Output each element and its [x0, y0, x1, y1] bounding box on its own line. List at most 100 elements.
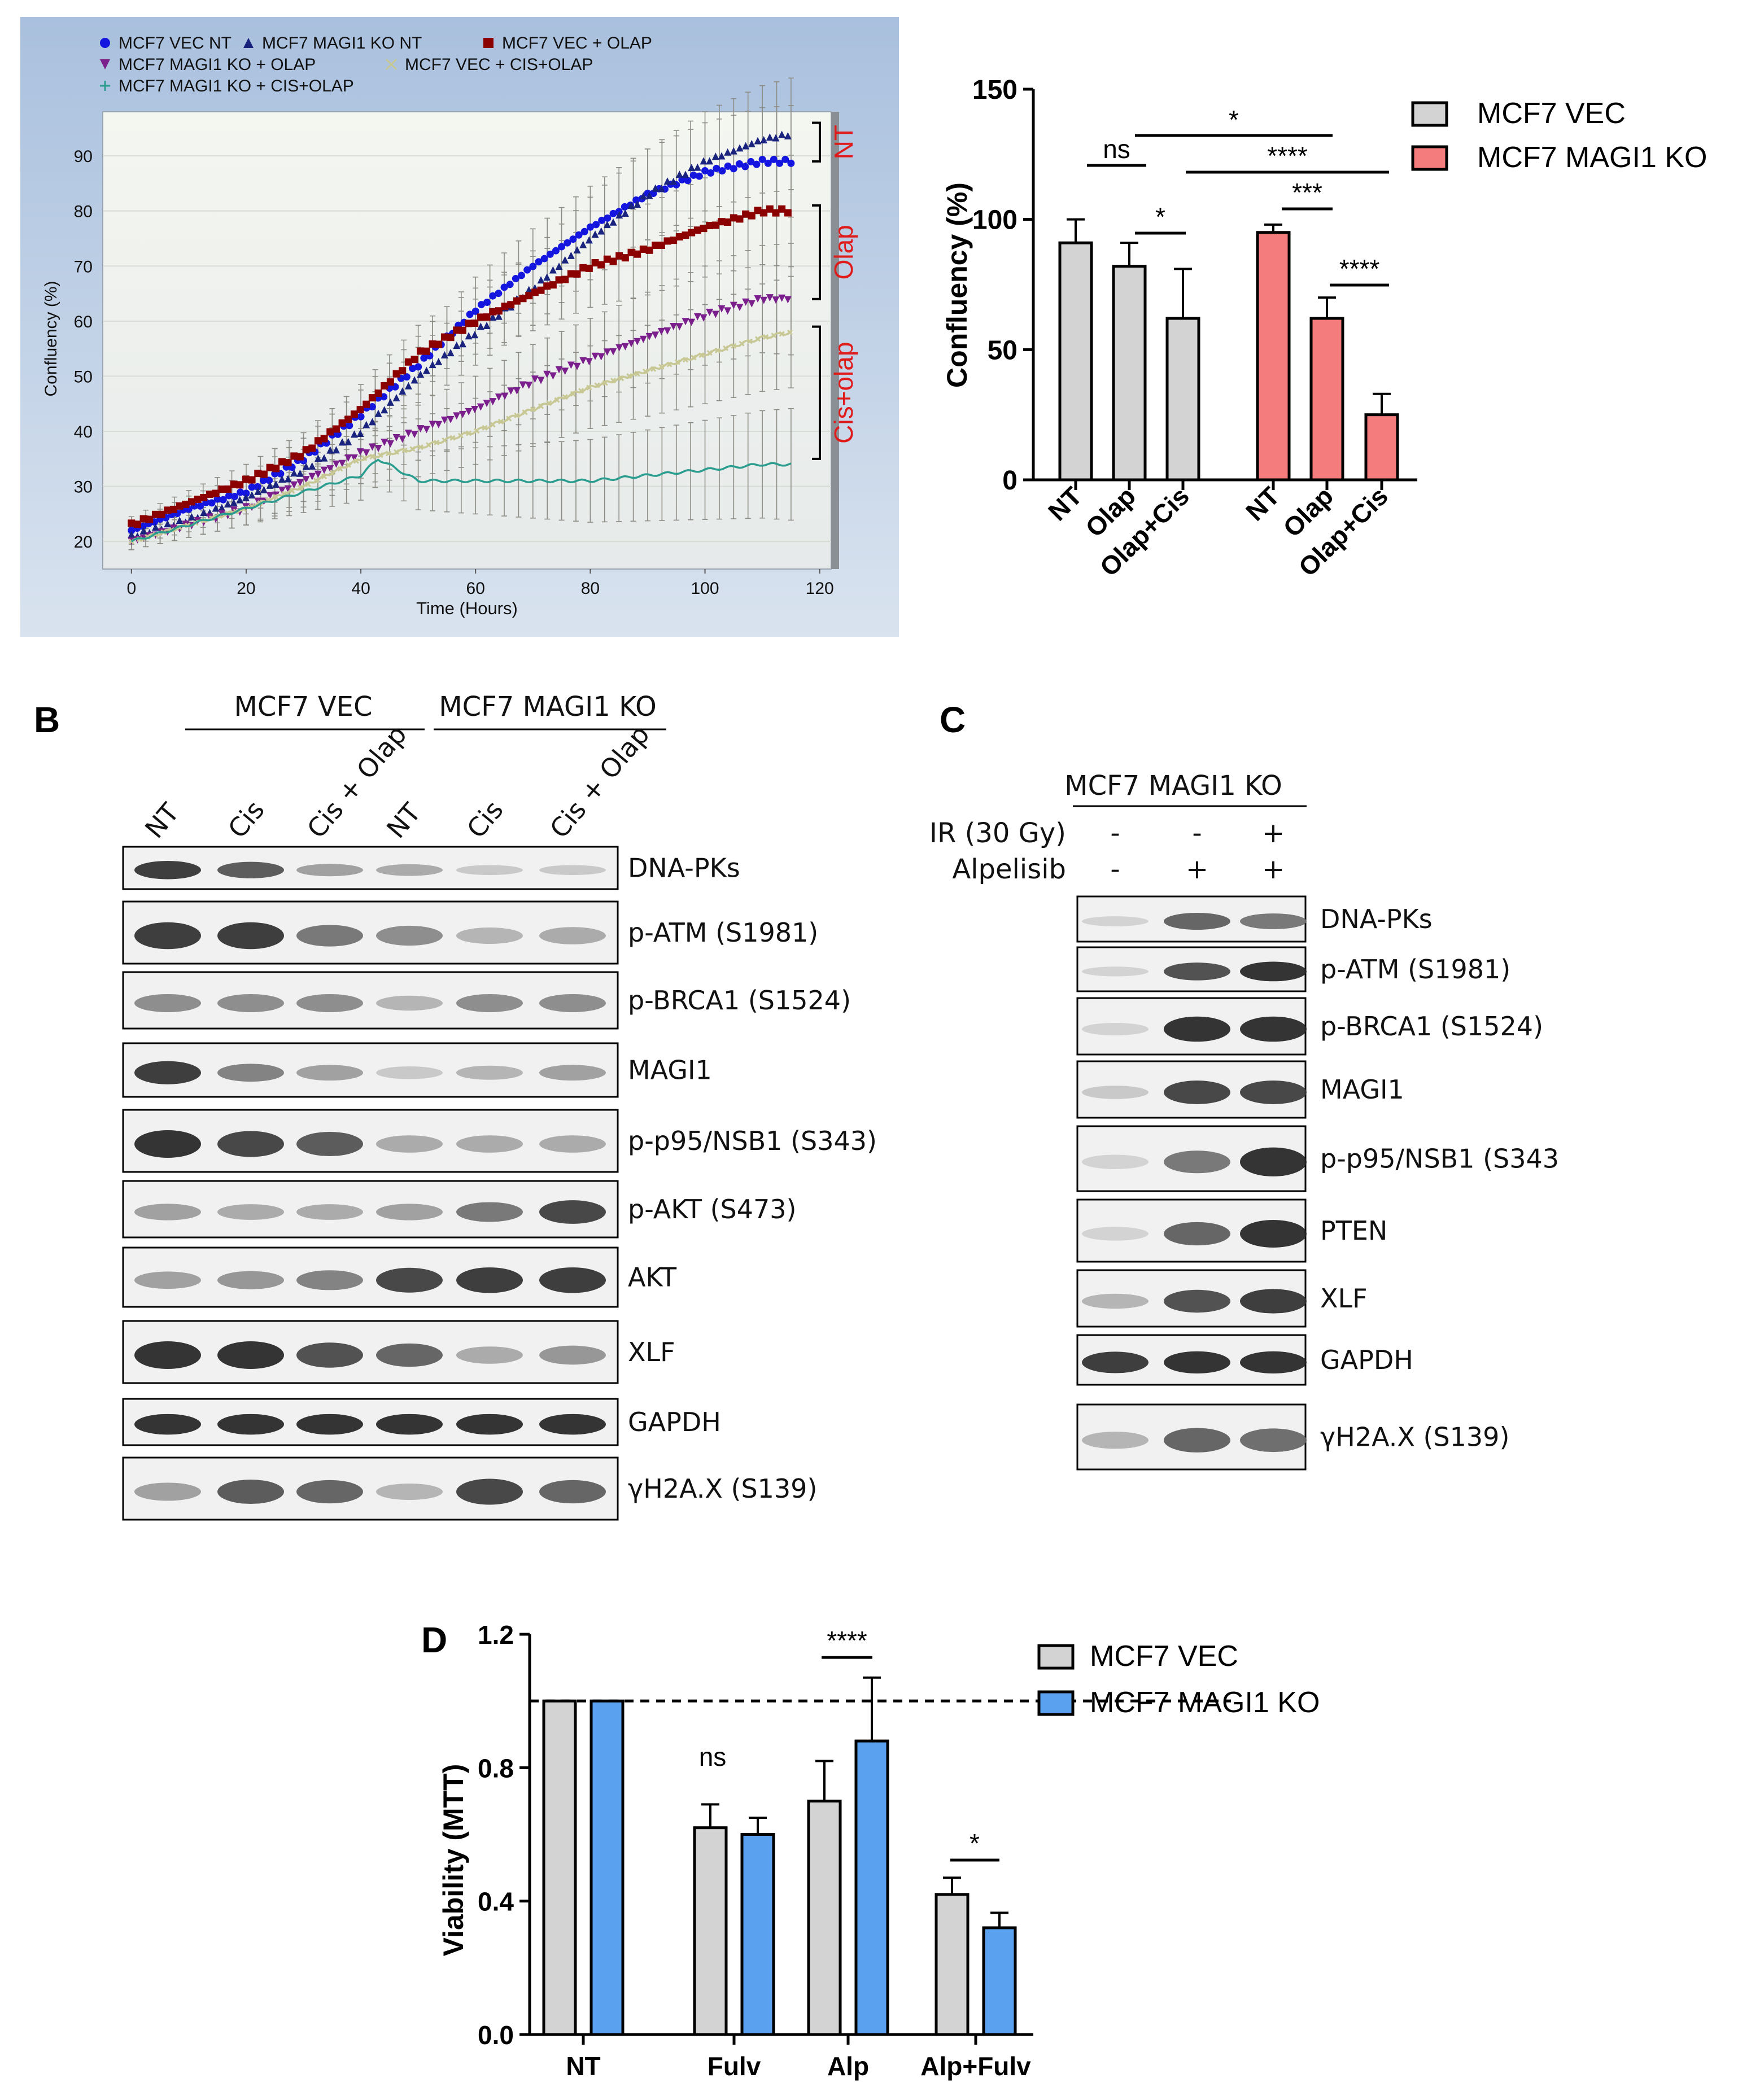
- blot-row: XLF: [122, 1320, 675, 1384]
- data-point: [615, 208, 623, 216]
- data-point: [482, 425, 488, 431]
- data-point: [290, 469, 298, 477]
- blot-band: [1164, 912, 1230, 930]
- blot-row-label: PTEN: [1320, 1215, 1387, 1246]
- data-point: [278, 487, 286, 495]
- blot-band: [456, 1202, 523, 1222]
- blot-band: [1082, 1154, 1149, 1170]
- x-tick-label: Alp+Fulv: [920, 2051, 1031, 2081]
- legend-label: MCF7 VEC: [1090, 1640, 1238, 1673]
- data-point: [231, 493, 239, 501]
- data-point: [368, 418, 376, 426]
- x-tick-label: 120: [806, 579, 834, 598]
- blot-band: [1082, 1022, 1149, 1036]
- data-point: [326, 465, 334, 473]
- data-point: [344, 415, 352, 423]
- data-point: [513, 297, 521, 305]
- y-tick-label: 50: [988, 335, 1018, 365]
- data-point: [381, 382, 388, 390]
- blot-row: PTEN: [1076, 1198, 1387, 1263]
- data-point: [208, 499, 216, 507]
- data-point: [128, 527, 136, 535]
- data-point: [700, 314, 708, 322]
- data-point: [332, 425, 340, 433]
- blot-row: p-AKT (S473): [122, 1180, 796, 1239]
- data-point: [495, 393, 503, 401]
- data-point: [458, 340, 466, 348]
- y-tick-label: 150: [972, 75, 1018, 105]
- blot-band: [296, 1132, 363, 1156]
- data-point: [386, 378, 394, 386]
- bar: [589, 1699, 625, 2036]
- data-point: [711, 310, 719, 318]
- blot-band: [296, 1480, 363, 1504]
- data-point: [338, 460, 346, 467]
- data-point: [225, 492, 233, 500]
- data-point: [273, 494, 279, 500]
- data-point: [218, 504, 226, 511]
- data-point: [543, 273, 551, 281]
- blot-row: DNA-PKs: [122, 846, 740, 890]
- x-tick-label: NT: [1042, 481, 1088, 526]
- data-point: [663, 327, 671, 335]
- data-point: [742, 142, 750, 150]
- panel-b-letter: B: [34, 699, 60, 740]
- data-point: [758, 155, 766, 163]
- data-point: [213, 495, 221, 503]
- data-point: [176, 502, 184, 510]
- data-point: [706, 308, 714, 316]
- data-point: [591, 352, 599, 360]
- data-point: [219, 496, 227, 504]
- blot-row-label: AKT: [628, 1262, 677, 1293]
- data-point: [278, 458, 286, 466]
- data-point: [302, 476, 310, 484]
- data-point: [471, 307, 479, 315]
- data-point: [711, 152, 719, 160]
- legend-swatch: [1037, 1690, 1075, 1716]
- data-point: [368, 394, 376, 402]
- x-tick-label: 40: [351, 579, 370, 598]
- data-point: [404, 382, 412, 390]
- data-point: [663, 237, 671, 245]
- data-point: [731, 343, 737, 349]
- data-point: [689, 171, 697, 179]
- data-point: [440, 416, 448, 424]
- data-point: [169, 505, 177, 513]
- data-point: [422, 366, 430, 374]
- data-point: [345, 462, 351, 468]
- data-point: [700, 157, 708, 165]
- legend-label: MCF7 MAGI1 KO + OLAP: [119, 55, 316, 74]
- data-point: [621, 203, 628, 211]
- data-point: [760, 209, 768, 217]
- data-point: [784, 132, 792, 140]
- blot-band: [1164, 1222, 1230, 1246]
- blot-row-label: γH2A.X (S139): [628, 1473, 817, 1504]
- blot-band: [1164, 1351, 1230, 1374]
- data-point: [604, 214, 612, 222]
- data-point: [440, 333, 448, 341]
- data-point: [746, 338, 753, 344]
- data-point: [706, 349, 713, 356]
- data-point: [674, 359, 680, 365]
- data-point: [151, 510, 159, 518]
- data-point: [693, 313, 701, 321]
- blot-band: [1164, 1080, 1230, 1104]
- data-point: [357, 413, 365, 421]
- panel-d-letter: D: [421, 1620, 448, 1660]
- data-point: [392, 394, 400, 402]
- data-point: [187, 513, 195, 520]
- significance-label: ****: [827, 1626, 867, 1655]
- data-point: [609, 348, 617, 356]
- data-point: [321, 473, 327, 480]
- data-point: [537, 377, 545, 384]
- data-point: [778, 205, 786, 213]
- data-point: [723, 345, 729, 351]
- y-tick-label: 1.2: [478, 1620, 514, 1650]
- blot-band: [456, 865, 523, 876]
- data-point: [489, 308, 497, 316]
- data-point: [770, 155, 778, 163]
- data-point: [540, 255, 548, 262]
- blot-row-label: p-ATM (S1981): [1320, 954, 1510, 985]
- blot-row: p-ATM (S1981): [1076, 946, 1510, 992]
- data-point: [182, 500, 190, 508]
